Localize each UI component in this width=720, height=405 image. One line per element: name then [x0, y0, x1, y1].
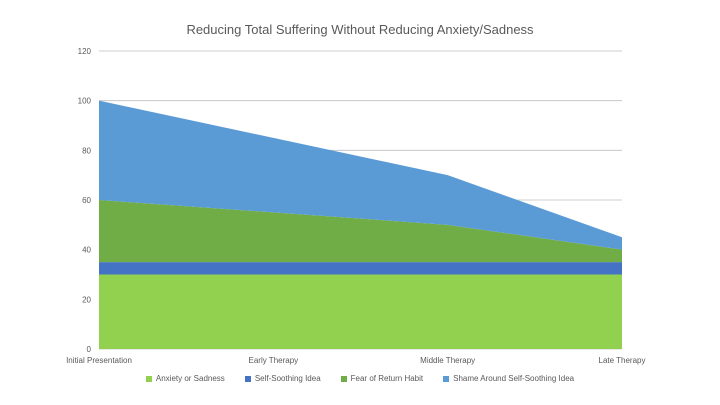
- area-series-fear-of-return-habit: [99, 200, 622, 263]
- y-tick-label: 20: [82, 295, 91, 304]
- y-tick-label: 100: [78, 97, 92, 106]
- legend-label-fear: Fear of Return Habit: [350, 374, 424, 383]
- chart-legend: Anxiety or Sadness Self-Soothing Idea Fe…: [0, 374, 720, 383]
- area-series-self-soothing-idea: [99, 262, 622, 275]
- legend-item-fear: Fear of Return Habit: [340, 374, 424, 383]
- legend-label-shame: Shame Around Self-Soothing Idea: [453, 374, 575, 383]
- y-tick-label: 80: [82, 146, 91, 155]
- x-tick-label: Middle Therapy: [420, 356, 475, 365]
- x-tick-label: Initial Presentation: [66, 356, 132, 365]
- x-tick-label: Late Therapy: [599, 356, 646, 365]
- chart-title: Reducing Total Suffering Without Reducin…: [186, 22, 534, 37]
- legend-swatch-self-soothing: [244, 375, 251, 382]
- legend-item-shame: Shame Around Self-Soothing Idea: [443, 374, 574, 383]
- y-tick-label: 40: [82, 246, 91, 255]
- legend-label-self-soothing: Self-Soothing Idea: [254, 374, 321, 383]
- y-tick-label: 120: [78, 47, 92, 56]
- area-series-anxiety-or-sadness: [99, 274, 622, 349]
- legend-item-self-soothing: Self-Soothing Idea: [244, 374, 321, 383]
- legend-item-anxiety: Anxiety or Sadness: [145, 374, 225, 383]
- y-tick-label: 60: [82, 196, 91, 205]
- legend-label-anxiety: Anxiety or Sadness: [155, 374, 225, 383]
- legend-swatch-fear: [340, 375, 347, 382]
- legend-swatch-shame: [443, 375, 450, 382]
- legend-swatch-anxiety: [145, 375, 152, 382]
- y-tick-label: 0: [87, 345, 92, 354]
- x-tick-label: Early Therapy: [249, 356, 299, 365]
- area-series-shame-around-self-soothing-idea: [99, 100, 622, 250]
